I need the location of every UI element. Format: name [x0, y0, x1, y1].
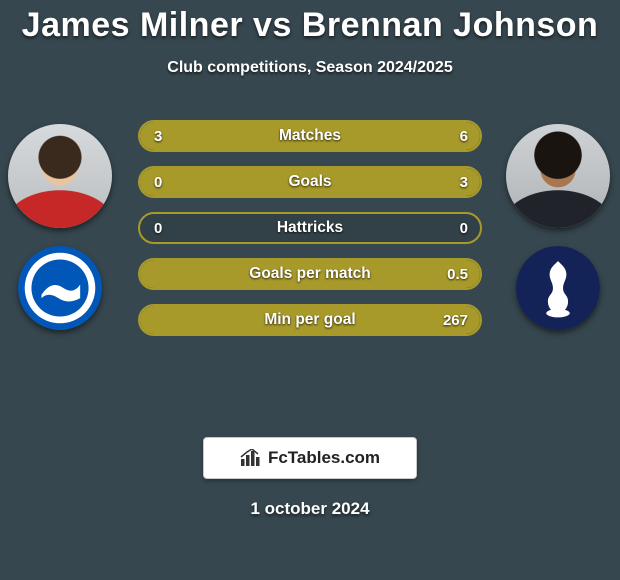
player1-column	[8, 124, 112, 330]
stat-value-right: 3	[460, 174, 468, 191]
stat-value-left: 0	[154, 174, 162, 191]
player2-column	[506, 124, 610, 330]
tottenham-badge-icon	[516, 246, 600, 330]
stat-label: Matches	[279, 127, 341, 145]
stat-label: Goals	[288, 173, 331, 191]
stat-bar: 3 Matches 6	[138, 120, 482, 152]
bar-chart-icon	[240, 449, 262, 467]
stat-value-right: 0.5	[447, 266, 468, 283]
player1-avatar	[8, 124, 112, 228]
stat-label: Hattricks	[277, 219, 343, 237]
stat-bar: 0 Hattricks 0	[138, 212, 482, 244]
subtitle: Club competitions, Season 2024/2025	[0, 59, 620, 77]
stat-value-right: 6	[460, 128, 468, 145]
player1-avatar-image	[8, 124, 112, 228]
player2-avatar	[506, 124, 610, 228]
stat-bars: 3 Matches 6 0 Goals 3 0 Hattricks 0 Goals per mat…	[138, 120, 482, 350]
stat-value-left: 3	[154, 128, 162, 145]
stat-bar: Goals per match 0.5	[138, 258, 482, 290]
stat-value-right: 267	[443, 312, 468, 329]
stat-label: Goals per match	[249, 265, 370, 283]
stat-bar: Min per goal 267	[138, 304, 482, 336]
stat-value-left: 0	[154, 220, 162, 237]
stat-bar: 0 Goals 3	[138, 166, 482, 198]
player2-club-badge	[516, 246, 600, 330]
comparison-card: James Milner vs Brennan Johnson Club com…	[0, 0, 620, 580]
player2-avatar-image	[506, 124, 610, 228]
player1-club-badge	[18, 246, 102, 330]
source-badge[interactable]: FcTables.com	[203, 437, 417, 479]
stat-value-right: 0	[460, 220, 468, 237]
source-label: FcTables.com	[268, 448, 380, 468]
page-title: James Milner vs Brennan Johnson	[0, 0, 620, 45]
date-label: 1 october 2024	[0, 499, 620, 519]
brighton-badge-icon	[18, 246, 102, 330]
stat-label: Min per goal	[264, 311, 355, 329]
